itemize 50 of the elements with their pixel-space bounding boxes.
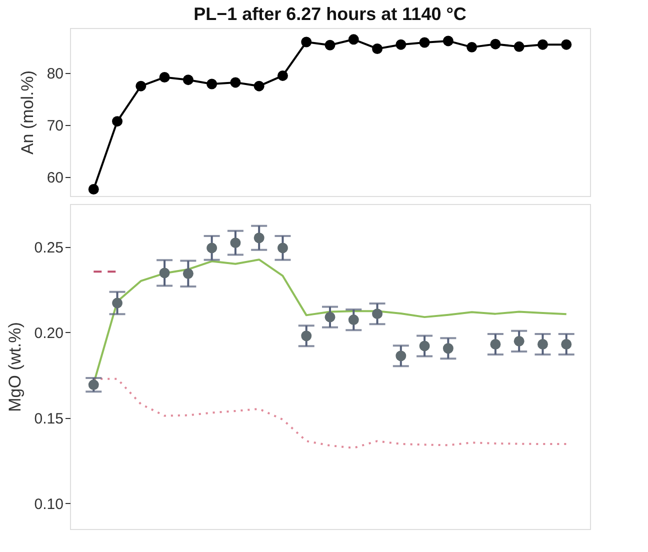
point xyxy=(419,37,430,48)
point xyxy=(206,78,218,90)
y-tick-label: 60 xyxy=(46,169,64,186)
point xyxy=(396,350,406,362)
point xyxy=(490,38,501,50)
point xyxy=(537,339,548,350)
point xyxy=(230,77,241,88)
point xyxy=(182,268,194,279)
point xyxy=(490,339,501,350)
chart-title: PL−1 after 6.27 hours at 1140 °C xyxy=(194,4,466,24)
point xyxy=(112,298,123,308)
point xyxy=(254,80,264,92)
point xyxy=(537,39,548,50)
point xyxy=(301,36,312,48)
point xyxy=(254,232,264,244)
point xyxy=(442,343,454,354)
point xyxy=(348,314,359,326)
point xyxy=(396,39,406,50)
point xyxy=(159,72,170,82)
point xyxy=(277,70,288,81)
point xyxy=(136,80,146,92)
point xyxy=(324,40,336,50)
y-axis-title: An (mol.%) xyxy=(18,70,37,155)
point xyxy=(466,42,478,52)
y-tick-label: 0.15 xyxy=(34,410,64,428)
point xyxy=(514,336,524,346)
point xyxy=(159,268,170,278)
point xyxy=(561,339,572,350)
point xyxy=(348,34,359,45)
point xyxy=(301,330,312,342)
point xyxy=(88,184,99,194)
point xyxy=(88,380,99,390)
point xyxy=(442,36,454,46)
y-tick-label: 70 xyxy=(46,117,64,134)
point xyxy=(372,308,383,320)
point xyxy=(112,116,123,127)
point xyxy=(206,242,218,254)
point xyxy=(419,340,430,352)
y-tick-label: 0.10 xyxy=(34,496,64,513)
point xyxy=(372,44,383,54)
y-tick-label: 80 xyxy=(46,66,64,83)
point xyxy=(182,74,194,86)
point xyxy=(277,242,288,254)
y-tick-label: 0.20 xyxy=(34,324,64,342)
point xyxy=(514,41,524,52)
point xyxy=(230,238,241,248)
y-axis-title: MgO (wt.%) xyxy=(5,322,24,412)
point xyxy=(561,39,572,50)
y-tick-label: 0.25 xyxy=(34,239,64,256)
point xyxy=(324,312,336,322)
